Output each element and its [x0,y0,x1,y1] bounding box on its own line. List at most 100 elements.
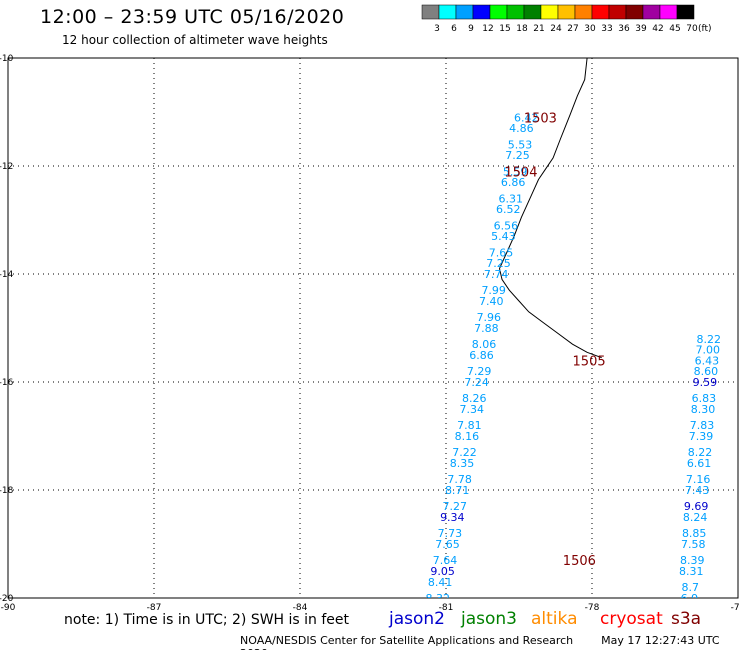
coastline-path [498,57,602,359]
color-swatch [676,4,695,20]
color-swatch [506,4,525,20]
swh-value: 7.65 [435,538,460,551]
color-swatch [642,4,661,20]
swh-value: 9.59 [693,376,718,389]
pass-label: 1506 [563,554,596,569]
color-swatch [438,4,457,20]
color-swatch [421,4,440,20]
y-tick-label: -20 [0,594,14,604]
swh-value: 6.52 [496,203,521,216]
swh-value: 7.64 [433,554,458,567]
credit-text: NOAA/NESDIS Center for Satellite Applica… [240,634,574,647]
swh-value: 7.25 [486,257,511,270]
color-scale-label: 45 [669,24,680,34]
swh-value: 9.05 [430,565,455,578]
swh-labels: 6.424.865.537.255.596.866.316.526.565.43… [425,111,722,605]
x-tick-label: -87 [147,603,162,613]
color-scale-label: 30 [584,24,596,34]
color-scale-label: 24 [550,24,562,34]
swh-value: 8.39 [680,554,705,567]
swh-value: 6.83 [692,392,717,405]
color-scale-label: 21 [533,24,544,34]
swh-value: 7.43 [685,484,710,497]
legend-entry-altika: altika [531,609,578,629]
swh-value: 7.78 [447,473,472,486]
footer-credit: NOAA/NESDIS Center for Satellite Applica… [240,634,740,650]
swh-value: 8.60 [694,365,719,378]
plot-border [7,57,739,599]
swh-value: 7.99 [481,284,506,297]
x-tick-label: -75 [731,603,740,613]
y-tick-label: -16 [0,378,14,388]
swh-value: 7.24 [464,376,489,389]
pass-label: 1503 [524,111,557,126]
swh-value: 6.43 [695,354,720,367]
credit-timestamp: May 17 12:27:43 UTC 2020 [240,634,720,650]
color-scale-unit: (ft) [698,24,712,34]
legend-entry-jason3: jason3 [461,609,517,629]
swh-value: 8.31 [679,565,704,578]
swh-value: 5.43 [491,230,516,243]
color-swatch [523,4,542,20]
swh-value: 7.40 [479,295,504,308]
pass-label: 1504 [504,165,537,180]
swh-value: 6.56 [494,219,519,232]
x-tick-label: -90 [1,603,16,613]
swh-value: 8.85 [682,527,707,540]
color-swatch [489,4,508,20]
color-scale-label: 42 [652,24,663,34]
color-scale-label: 27 [567,24,578,34]
color-scale-label: 18 [516,24,528,34]
axis-ticks: -90 -87 -84 -81 -78 -75 -10 -12 -14 -16 -18 -20 [0,54,740,613]
swh-value: 9.69 [684,500,709,513]
swh-value: 7.25 [505,149,530,162]
swh-value: 9.34 [440,511,465,524]
coastline [498,57,602,359]
legend-entry-s3a: s3a [671,609,702,629]
pass-labels: 1503 1504 1505 1506 [504,111,605,569]
swh-value: 7.74 [484,268,509,281]
color-swatch [608,4,627,20]
x-tick-label: -81 [439,603,454,613]
swh-value: 7.16 [686,473,711,486]
swh-value: 5.59 [503,165,528,178]
swh-value: 7.58 [681,538,706,551]
swh-value: 8.41 [428,576,453,589]
legend-entry-jason2: jason2 [389,609,445,629]
swh-value: 8.32 [425,592,450,605]
swh-value: 7.96 [477,311,502,324]
swh-value: 7.22 [452,446,477,459]
swh-value: 8.22 [688,446,713,459]
color-swatch [591,4,610,20]
chart-title: 12:00 – 23:59 UTC 05/16/2020 [40,6,345,28]
color-swatch [659,4,678,20]
swh-value: 7.81 [457,419,482,432]
color-scale-label: 15 [499,24,510,34]
legend-entry-cryosat: cryosat [600,609,663,629]
swh-value: 4.86 [509,122,534,135]
swh-value: 6.31 [498,192,523,205]
color-scale-label: 3 [434,24,440,34]
swh-value: 8.24 [683,511,708,524]
color-scale-label: 6 [451,24,457,34]
swh-value: 8.22 [697,333,722,346]
swh-value: 6.61 [687,457,712,470]
swh-value: 7.39 [689,430,714,443]
swh-value: 7.88 [474,322,499,335]
color-swatch [574,4,593,20]
swh-value: 7.34 [460,403,485,416]
color-scale-label: 39 [635,24,647,34]
y-tick-label: -10 [0,54,14,64]
swh-value: 7.83 [690,419,715,432]
color-swatch [557,4,576,20]
swh-value: 8.06 [472,338,497,351]
swh-value: 7.73 [438,527,463,540]
pass-label: 1505 [573,354,606,369]
color-swatch [625,4,644,20]
color-scale-label: 33 [601,24,612,34]
swh-value: 7.65 [489,246,514,259]
swh-value: 6.9 [681,592,699,605]
footer-note: note: 1) Time is in UTC; 2) SWH is in fe… [64,612,350,628]
